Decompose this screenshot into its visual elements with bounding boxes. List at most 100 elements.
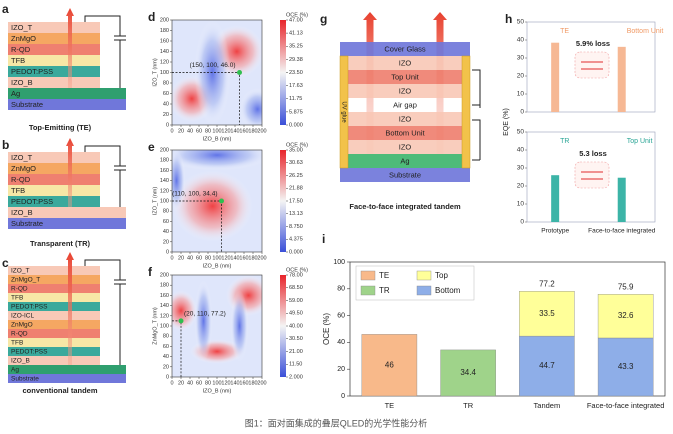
layer	[348, 112, 462, 126]
colorbar-tick-label: 26.25	[289, 173, 303, 179]
layer	[348, 140, 462, 154]
y-tick-label: 100	[160, 323, 169, 329]
stack-caption: Top-Emitting (TE)	[29, 123, 92, 132]
y-tick-label: 120	[160, 59, 169, 65]
colorbar-tick-label: 17.63	[289, 83, 303, 89]
layer	[8, 66, 100, 77]
layer	[8, 365, 126, 374]
layer-label: PEDOT:PSS	[11, 349, 48, 356]
layer	[8, 374, 126, 383]
value-label: 44.7	[539, 361, 555, 370]
colorbar-tick-label: 0.000	[289, 249, 303, 255]
x-tick-label: 100	[212, 380, 221, 386]
legend-swatch	[360, 270, 376, 281]
x-tick-label: TE	[385, 401, 395, 410]
colorbar-tick-label: 23.50	[289, 70, 303, 76]
colorbar-tick-label: 8.750	[289, 224, 303, 230]
colorbar-tick-label: 5.875	[289, 109, 303, 115]
layer	[8, 329, 100, 338]
y-tick-label: 40	[517, 147, 525, 154]
y-tick-label: 10	[517, 201, 525, 208]
y-tick-label: 10	[517, 91, 525, 98]
layer-label: ZnMgO	[11, 164, 36, 173]
layer-label: Substrate	[389, 170, 421, 179]
heatmap-field	[172, 20, 262, 125]
layer-label: Ag	[400, 156, 409, 165]
layer	[8, 22, 100, 33]
panel-letter: a	[2, 2, 9, 16]
y-tick-label: 120	[160, 313, 169, 319]
bar-segment	[519, 291, 575, 337]
colorbar-tick-label: 30.63	[289, 160, 303, 166]
heatmap-field	[172, 275, 262, 377]
x-tick-label: 200	[257, 128, 266, 134]
x-tick-label: 40	[187, 255, 193, 261]
colorbar-tick-label: 11.75	[289, 96, 302, 102]
y-tick-label: 20	[517, 183, 525, 190]
layer-label: PEDOT:PSS	[11, 197, 53, 206]
x-tick-label: 120	[221, 255, 230, 261]
y-tick-label: 30	[517, 165, 525, 172]
y-tick-label: 180	[160, 158, 169, 164]
layer	[8, 347, 100, 356]
layer	[8, 174, 100, 185]
layer-label: TFB	[11, 340, 23, 347]
y-tick-label: 80	[163, 209, 169, 215]
colorbar-tick-label: 21.00	[289, 349, 303, 355]
heatmap-blob	[194, 280, 213, 362]
value-label: 43.3	[618, 362, 634, 371]
value-label: 46	[385, 360, 394, 369]
layer-label: PEDOT:PSS	[11, 67, 53, 76]
layer-label: R-QD	[11, 175, 31, 184]
total-label: 77.2	[539, 279, 555, 288]
layer-label: R-QD	[11, 331, 28, 338]
x-tick-label: 140	[230, 128, 239, 134]
point-annotation: (20, 110, 77.2)	[184, 311, 226, 318]
layer	[8, 293, 100, 302]
layer-label: IZO	[399, 142, 412, 151]
y-tick-label: 60	[163, 91, 169, 97]
value-label: 33.5	[539, 309, 555, 318]
bar-label: Top Unit	[627, 138, 653, 145]
y-axis-label: ZnMgO_T (nm)	[152, 307, 158, 345]
bar-segment	[361, 334, 418, 397]
x-tick-label: 160	[239, 380, 248, 386]
wire	[472, 69, 481, 161]
layer	[8, 302, 100, 311]
heatmap-blob	[172, 170, 253, 242]
layer	[8, 356, 100, 365]
layer	[348, 84, 462, 98]
y-tick-label: 100	[160, 198, 169, 204]
x-tick-label: 120	[221, 128, 230, 134]
x-tick-label: 100	[212, 255, 221, 261]
inset-sketch	[574, 51, 610, 79]
x-tick-label: 60	[196, 255, 202, 261]
heatmap-blob	[239, 88, 262, 125]
bar	[551, 175, 560, 222]
y-tick-label: 180	[160, 28, 169, 34]
x-tick-label: TR	[463, 401, 474, 410]
y-tick-label: 0	[520, 109, 524, 116]
y-tick-label: 0	[166, 374, 169, 380]
y-tick-label: 80	[337, 286, 345, 293]
inset-sketch	[574, 161, 610, 189]
stack-caption: conventional tandem	[22, 386, 97, 395]
y-tick-label: 60	[163, 219, 169, 225]
layer	[8, 55, 100, 66]
emission-arrow	[66, 252, 74, 365]
x-tick-label: 200	[257, 380, 266, 386]
colorbar-tick-label: 68.50	[289, 285, 303, 291]
y-tick-label: 40	[163, 101, 169, 107]
colorbar-tick-label: 11.50	[289, 362, 302, 368]
point-annotation: (110, 100, 34.4)	[172, 191, 217, 198]
y-tick-label: 20	[163, 364, 169, 370]
y-tick-label: 20	[517, 73, 525, 80]
layer	[8, 284, 100, 293]
y-tick-label: 30	[517, 55, 525, 62]
bar-segment	[440, 349, 496, 397]
x-tick-label: 60	[196, 128, 202, 134]
x-tick-label: Face-to-face integrated	[587, 401, 665, 410]
bar-segment	[597, 294, 654, 339]
bar-segment	[597, 337, 654, 397]
colorbar-tick-label: 49.50	[289, 311, 303, 317]
